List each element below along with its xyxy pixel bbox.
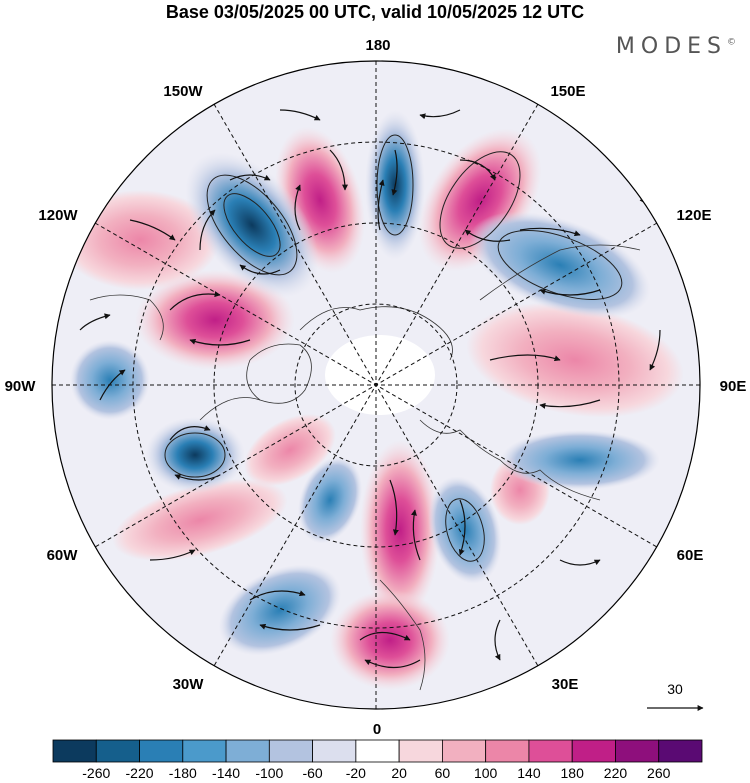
colorbar-tick-label: -180 [169, 765, 197, 781]
colorbar-tick-label: -260 [82, 765, 110, 781]
lon-label-150e: 150E [550, 83, 585, 100]
lon-label-60w: 60W [47, 547, 79, 564]
colorbar-swatch [615, 739, 660, 763]
map-boundary [51, 60, 701, 710]
graticule [52, 61, 700, 709]
colorbar-tick-label: -60 [302, 765, 322, 781]
brand-text: MODES [615, 34, 727, 59]
lon-label-180: 180 [365, 37, 390, 54]
colorbar-tick-label: -100 [255, 765, 283, 781]
colorbar-tick-label: 20 [391, 765, 407, 781]
colorbar-swatch [95, 739, 140, 763]
colorbar-tick-label: -140 [212, 765, 240, 781]
coastlines [89, 244, 641, 691]
colorbar-swatch [485, 739, 530, 763]
colorbar-tick-label: 180 [561, 765, 585, 781]
lon-label-120e: 120E [676, 207, 711, 224]
colorbar-tick-label: 100 [474, 765, 498, 781]
colorbar-swatch [528, 739, 573, 763]
colorbar-swatch [398, 739, 443, 763]
colorbar-swatch [139, 739, 184, 763]
colorbar-swatch [355, 739, 400, 763]
colorbar: -260 -220 -180 -140 -100 -60 -20 20 60 100 140 180 2… [52, 739, 703, 781]
colorbar-swatch [182, 739, 227, 763]
lon-label-30e: 30E [552, 676, 579, 693]
reference-vector-label: 30 [667, 681, 683, 697]
colorbar-tick-label: -20 [346, 765, 366, 781]
map-title: Base 03/05/2025 00 UTC, valid 10/05/2025… [165, 2, 585, 22]
lon-label-90e: 90E [720, 378, 747, 395]
lon-label-60e: 60E [677, 547, 704, 564]
colorbar-swatch [52, 739, 97, 763]
colorbar-swatch [571, 739, 616, 763]
colorbar-swatch [441, 739, 487, 763]
colorbar-tick-label: 140 [517, 765, 541, 781]
lon-label-30w: 30W [173, 676, 205, 693]
lon-label-0: 0 [373, 721, 381, 738]
lon-label-120w: 120W [38, 207, 78, 224]
colorbar-swatch [312, 739, 357, 763]
anomaly-field [52, 61, 700, 709]
colorbar-swatch [268, 739, 314, 763]
modes-logo: MODES© [616, 34, 736, 59]
lon-label-150w: 150W [163, 83, 203, 100]
colorbar-swatch [225, 739, 270, 763]
colorbar-tick-label: 220 [604, 765, 628, 781]
copyright-mark: © [727, 37, 736, 48]
colorbar-swatch [658, 739, 703, 763]
colorbar-tick-label: 60 [435, 765, 451, 781]
colorbar-tick-label: 260 [647, 765, 671, 781]
colorbar-tick-label: -220 [126, 765, 154, 781]
lon-label-90w: 90W [5, 378, 37, 395]
